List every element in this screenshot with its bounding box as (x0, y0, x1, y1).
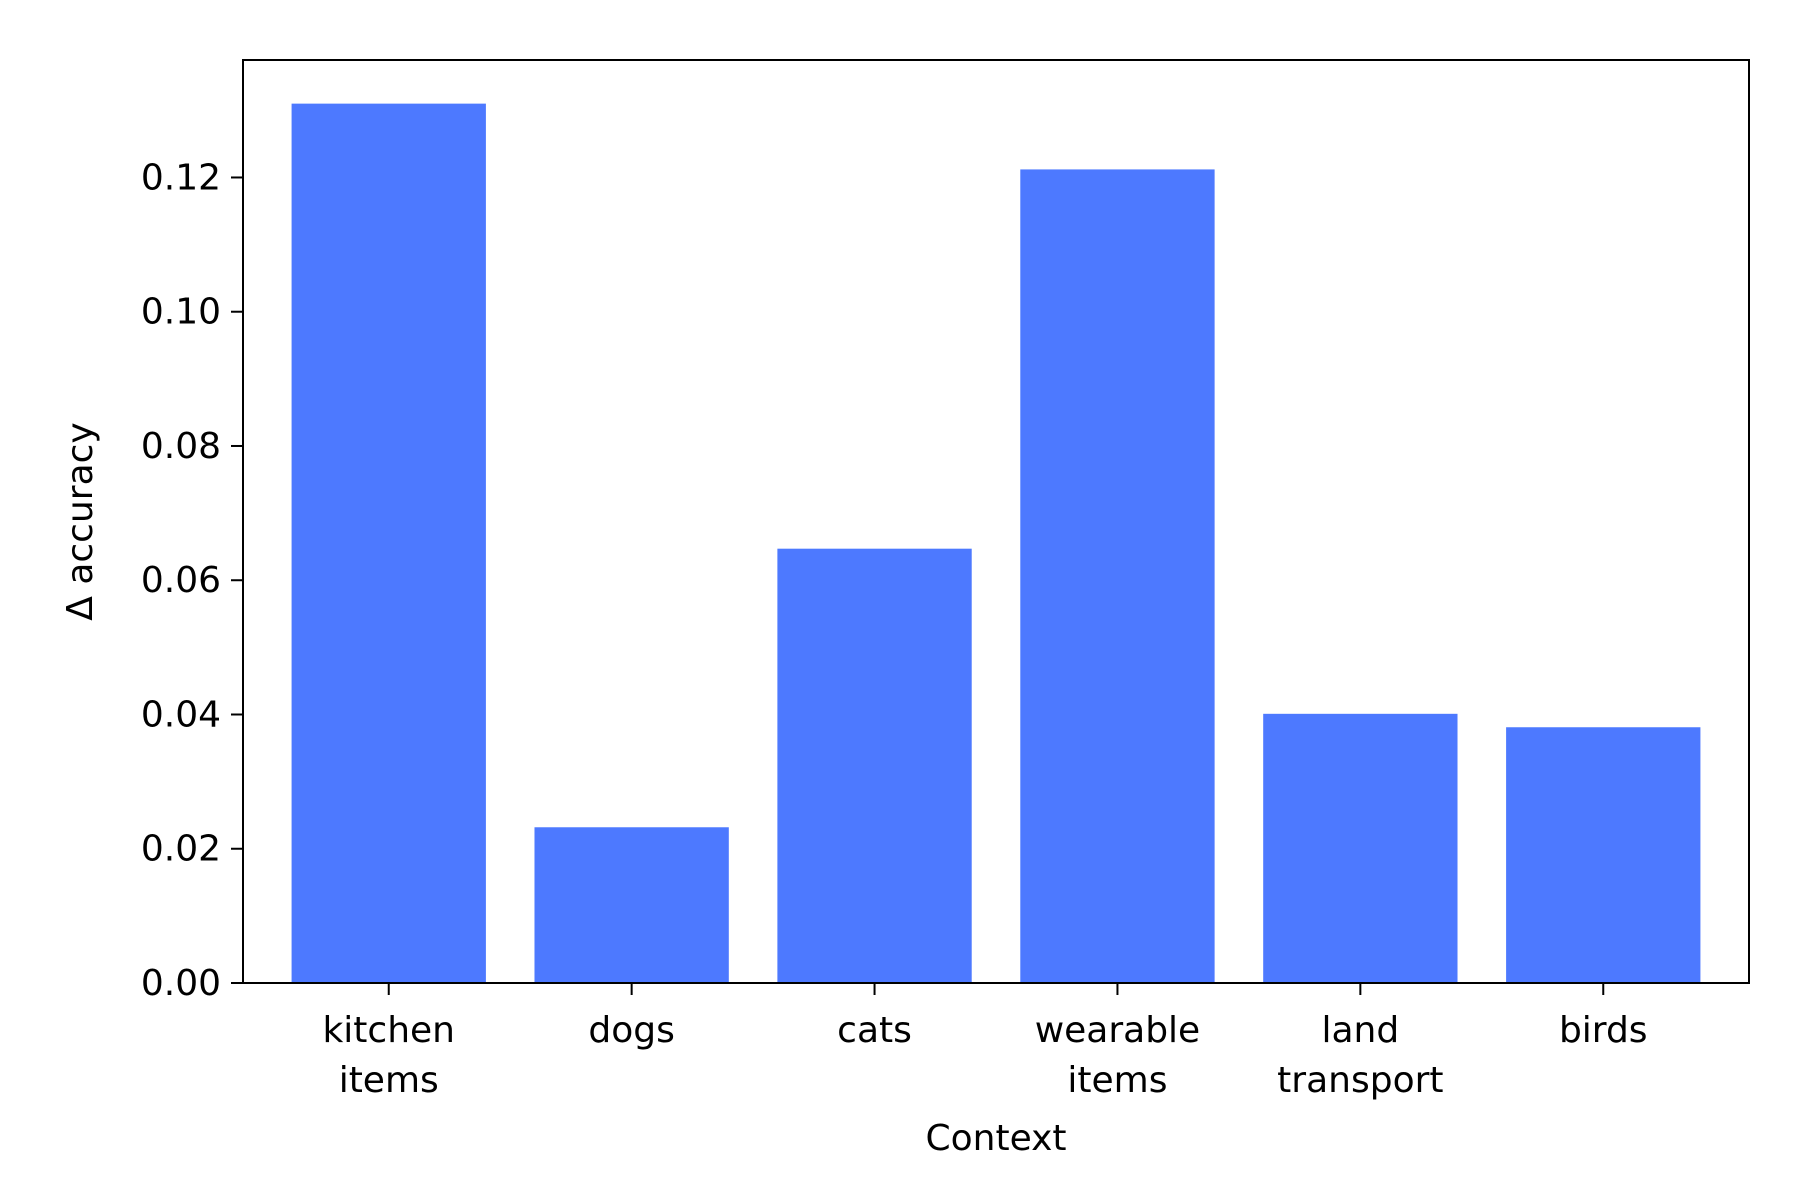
x-tick-label-line: birds (1559, 1010, 1648, 1051)
y-tick-label: 0.02 (141, 829, 221, 870)
y-tick-label: 0.08 (141, 426, 221, 467)
x-axis-ticks: kitchen items dogs cats wearable items land tra… (322, 983, 1648, 1101)
bar-cats (777, 548, 972, 983)
y-tick-label: 0.12 (141, 157, 221, 198)
x-tick-label-line: wearable (1035, 1010, 1201, 1051)
x-tick-label: land transport (1277, 1010, 1443, 1101)
bar-dogs (534, 827, 729, 983)
bar-land-transport (1263, 713, 1458, 983)
plot-frame (242, 59, 1750, 984)
y-axis-label: Δ accuracy (60, 422, 101, 621)
y-tick-label: 0.04 (141, 694, 221, 735)
x-tick-label-line: dogs (588, 1010, 674, 1051)
bar-birds (1506, 727, 1701, 983)
y-tick-label: 0.00 (141, 963, 221, 1004)
x-axis-label: Context (925, 1118, 1066, 1159)
x-tick-label-line: transport (1277, 1060, 1443, 1101)
x-tick-label-line: items (339, 1060, 439, 1101)
x-tick-label-line: kitchen (322, 1010, 455, 1051)
x-tick-label: birds (1559, 1010, 1648, 1051)
x-tick-label: wearable items (1035, 1010, 1201, 1101)
bars-layer (291, 103, 1701, 983)
x-tick-label: dogs (588, 1010, 674, 1051)
bar-wearable-items (1020, 169, 1215, 983)
y-tick-label: 0.06 (141, 560, 221, 601)
x-tick-label: cats (837, 1010, 912, 1051)
y-tick-label: 0.10 (141, 292, 221, 333)
x-tick-label-line: cats (837, 1010, 912, 1051)
bar-kitchen-items (291, 103, 486, 983)
x-tick-label: kitchen items (322, 1010, 455, 1101)
x-tick-label-line: land (1321, 1010, 1399, 1051)
y-axis-ticks: 0.00 0.02 0.04 0.06 0.08 0.10 0.12 (141, 157, 243, 1004)
x-tick-label-line: items (1067, 1060, 1167, 1101)
